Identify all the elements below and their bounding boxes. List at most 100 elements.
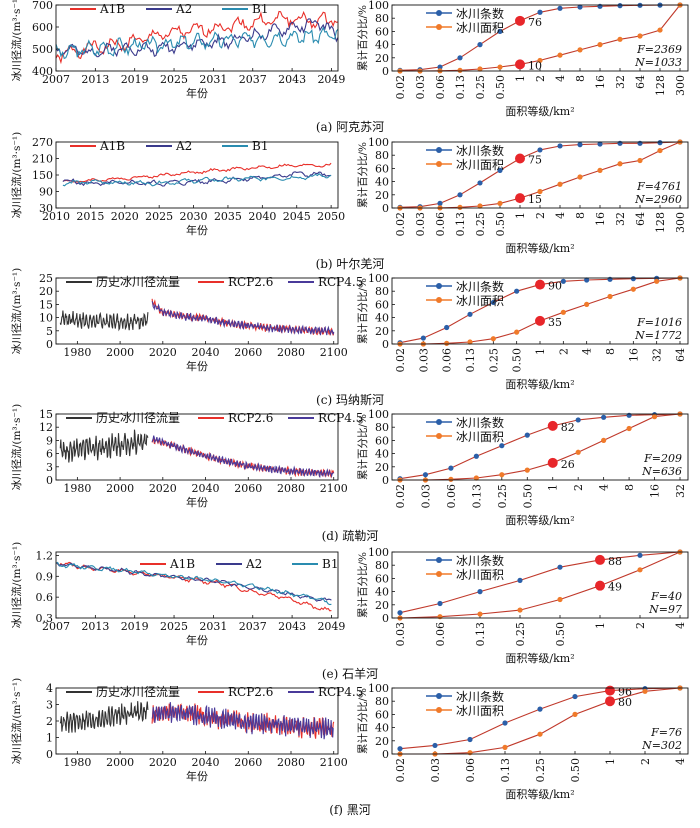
x-tick-label: 64 <box>674 348 687 362</box>
series-line-A2 <box>62 171 332 187</box>
area-line <box>399 551 681 619</box>
count-point <box>517 577 523 583</box>
x-tick-label: 2007 <box>42 620 70 633</box>
area-point <box>637 157 643 164</box>
cdf-frame <box>391 4 689 72</box>
count-point <box>572 693 578 700</box>
y-tick-label: 80 <box>375 285 389 298</box>
series-line-历史冰川径流量 <box>59 701 149 733</box>
legend-label: 冰川面积 <box>456 21 504 35</box>
legend-marker <box>436 161 442 167</box>
x-tick-label: 32 <box>614 212 627 226</box>
y-tick-label: 0.3 <box>36 612 54 625</box>
x-tick-label: 128 <box>654 75 667 96</box>
runoff-y-label: 冰川径流/(m³·s⁻¹) <box>10 678 23 764</box>
x-tick-label: 8 <box>574 75 587 82</box>
x-tick-label: 4 <box>598 484 611 491</box>
x-tick-label: 8 <box>623 484 636 491</box>
y-tick-label: 0 <box>382 202 389 215</box>
x-tick-label: 2040 <box>248 210 276 223</box>
y-tick-label: 80 <box>375 559 389 572</box>
count-highlight-label: 96 <box>618 686 632 699</box>
area-point <box>557 52 563 58</box>
stat-label: N=302 <box>641 739 682 752</box>
area-highlight-label: 80 <box>618 696 632 709</box>
area-point <box>477 66 483 72</box>
x-tick-label: 0.06 <box>434 212 447 237</box>
panel-caption: (e) 石羊河 <box>322 666 378 681</box>
legend-marker <box>436 283 442 289</box>
area-highlight-point <box>535 315 545 326</box>
stat-label: N=97 <box>648 603 682 616</box>
count-point <box>637 140 643 146</box>
x-tick-label: 0.25 <box>474 75 487 100</box>
count-point <box>637 552 643 558</box>
count-point <box>560 278 566 284</box>
y-tick-label: 9 <box>46 434 53 447</box>
x-tick-label: 8 <box>604 348 617 355</box>
area-highlight-point <box>547 457 558 468</box>
legend-label: 历史冰川径流量 <box>96 685 180 699</box>
x-tick-label: 0.25 <box>534 758 547 783</box>
legend-label: A1B <box>99 139 125 153</box>
y-tick-label: 0 <box>382 65 389 78</box>
count-highlight-point <box>547 420 558 431</box>
legend-label: A1B <box>99 2 125 16</box>
y-tick-label: 25 <box>39 272 53 285</box>
series-line-B1 <box>55 561 332 606</box>
series-line-A2 <box>55 18 339 58</box>
x-tick-label: 0.03 <box>429 758 442 783</box>
x-tick-label: 0.03 <box>394 622 407 647</box>
legend-marker <box>436 297 442 303</box>
count-point <box>477 42 483 48</box>
legend-label: 冰川面积 <box>456 704 504 718</box>
area-line <box>400 413 681 481</box>
area-point <box>560 309 566 315</box>
x-tick-label: 0.03 <box>414 75 427 100</box>
cdf-frame <box>391 413 689 481</box>
stat-label: N=1772 <box>634 329 682 342</box>
x-tick-label: 1 <box>534 348 547 355</box>
x-tick-label: 1 <box>594 622 607 629</box>
panel-5: 0.3 0.6 0.9 1.2 2007 2013 2019 2025 2031 2037 2043… <box>10 542 689 681</box>
y-tick-label: 100 <box>368 136 389 149</box>
count-point <box>420 335 426 341</box>
count-point <box>597 141 603 147</box>
y-tick-label: 400 <box>32 65 53 78</box>
x-tick-label: 2049 <box>317 73 345 86</box>
x-tick-label: 32 <box>651 348 664 362</box>
y-tick-label: 60 <box>375 434 389 447</box>
legend-marker <box>436 707 442 713</box>
x-tick-label: 128 <box>654 212 667 233</box>
panel-caption: (b) 叶尔羌河 <box>316 256 385 271</box>
area-point <box>537 731 543 737</box>
legend-label: 冰川条数 <box>456 553 504 568</box>
series-line-RCP4.5 <box>151 301 335 336</box>
cdf-x-label: 面积等级/km² <box>505 104 574 118</box>
y-tick-label: 100 <box>368 546 389 559</box>
y-tick-label: 20 <box>375 52 389 65</box>
area-point <box>630 286 636 292</box>
x-tick-label: 64 <box>634 212 647 226</box>
count-point <box>617 140 623 146</box>
x-tick-label: 300 <box>674 212 687 233</box>
y-tick-label: 90 <box>39 186 53 199</box>
x-tick-label: 2060 <box>234 756 262 769</box>
x-tick-label: 0.06 <box>445 484 458 509</box>
area-point <box>584 301 590 307</box>
x-tick-label: 0.50 <box>554 622 567 647</box>
y-tick-label: 0 <box>46 748 53 761</box>
count-point <box>499 443 505 449</box>
series-line-RCP4.5 <box>151 702 334 740</box>
x-tick-label: 0.02 <box>394 75 407 100</box>
y-tick-label: 2 <box>46 715 53 728</box>
area-point <box>597 167 603 173</box>
area-point <box>490 336 496 342</box>
area-point <box>637 33 643 39</box>
x-tick-label: 2 <box>639 758 652 765</box>
count-point <box>607 276 613 282</box>
x-tick-label: 8 <box>574 212 587 219</box>
y-tick-label: 60 <box>375 25 389 38</box>
